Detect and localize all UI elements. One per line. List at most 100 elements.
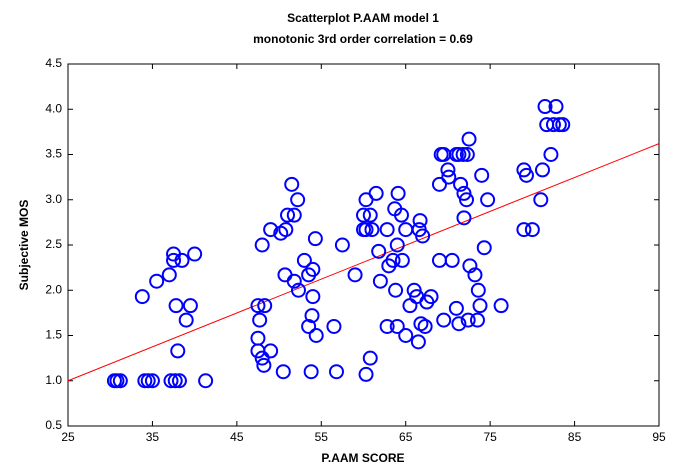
data-point <box>134 289 150 305</box>
data-point <box>518 167 534 183</box>
data-point <box>493 298 509 314</box>
data-point <box>451 316 467 332</box>
data-point <box>307 231 323 247</box>
y-tick-label: 3.5 <box>45 147 62 161</box>
data-point <box>379 318 395 334</box>
y-tick-label: 3.0 <box>45 192 62 206</box>
data-point <box>278 222 294 238</box>
data-point <box>423 289 439 305</box>
data-point <box>371 243 387 259</box>
data-point <box>385 252 401 268</box>
data-point <box>480 192 496 208</box>
data-point <box>470 282 486 298</box>
data-point <box>402 298 418 314</box>
data-point <box>390 185 406 201</box>
data-point <box>280 207 296 223</box>
y-tick-label: 4.0 <box>45 101 62 115</box>
data-point <box>543 147 559 162</box>
data-point <box>326 318 342 334</box>
data-point <box>256 357 272 373</box>
x-tick-label: 25 <box>61 430 75 444</box>
data-point <box>161 267 177 283</box>
fit-line <box>67 143 660 382</box>
data-point <box>305 261 321 277</box>
data-point <box>456 210 472 226</box>
data-point <box>286 273 302 289</box>
data-point <box>455 147 471 162</box>
data-point <box>144 373 160 389</box>
data-point <box>187 246 203 262</box>
data-point <box>368 185 384 201</box>
data-point <box>467 267 483 283</box>
data-point <box>166 252 182 268</box>
data-point <box>537 99 553 115</box>
data-point <box>275 364 291 380</box>
data-point <box>356 207 371 223</box>
data-point <box>347 267 363 283</box>
data-point <box>534 162 550 178</box>
data-point <box>444 252 460 268</box>
y-tick-label: 2.0 <box>45 282 62 296</box>
chart-title: Scatterplot P.AAM model 1 <box>287 11 439 25</box>
data-point <box>286 207 302 223</box>
data-point <box>254 237 270 253</box>
y-tick-label: 2.5 <box>45 237 62 251</box>
data-point <box>257 298 273 314</box>
data-point <box>250 330 266 346</box>
data-point <box>334 237 350 253</box>
x-tick-label: 55 <box>315 430 329 444</box>
data-point <box>545 117 561 133</box>
data-point <box>474 167 490 183</box>
y-tick-label: 1.0 <box>45 373 62 387</box>
x-tick-label: 35 <box>146 430 160 444</box>
x-tick-label: 75 <box>483 430 497 444</box>
data-point <box>149 273 165 289</box>
data-point <box>548 99 564 115</box>
data-point <box>178 312 194 328</box>
plot-frame <box>67 63 660 427</box>
data-point <box>461 131 477 147</box>
data-point <box>459 192 475 208</box>
data-point <box>296 252 312 268</box>
data-point <box>182 298 198 314</box>
data-point <box>304 308 320 324</box>
data-point <box>358 366 374 382</box>
data-point <box>393 207 409 223</box>
x-tick-label: 45 <box>230 430 244 444</box>
data-point <box>436 312 452 328</box>
data-point <box>167 373 183 389</box>
data-point <box>171 373 187 389</box>
data-point <box>412 213 428 229</box>
data-point <box>476 240 492 256</box>
data-point <box>290 282 306 298</box>
x-tick-label: 85 <box>568 430 582 444</box>
data-point <box>252 312 268 328</box>
data-point <box>198 373 214 389</box>
data-point <box>250 298 266 314</box>
data-point <box>431 176 447 192</box>
y-tick-label: 1.5 <box>45 328 62 342</box>
data-point <box>453 176 469 192</box>
data-point <box>168 298 184 314</box>
data-point <box>140 373 156 389</box>
data-point <box>362 207 378 223</box>
data-point <box>170 343 186 359</box>
data-point <box>362 350 378 366</box>
data-point <box>472 298 488 314</box>
data-point <box>441 169 457 185</box>
data-point <box>308 328 324 343</box>
data-point <box>459 147 475 162</box>
data-point <box>394 252 410 268</box>
data-point <box>451 147 467 162</box>
data-point <box>358 222 374 238</box>
x-tick-label: 65 <box>399 430 413 444</box>
data-point <box>263 222 279 238</box>
data-point <box>303 364 319 380</box>
data-point <box>431 252 447 268</box>
data-point <box>398 222 414 238</box>
y-tick-label: 4.5 <box>45 56 62 70</box>
data-point <box>389 237 405 253</box>
x-tick-label: 95 <box>652 430 666 444</box>
chart-subtitle: monotonic 3rd order correlation = 0.69 <box>253 32 473 46</box>
data-point <box>389 318 405 334</box>
